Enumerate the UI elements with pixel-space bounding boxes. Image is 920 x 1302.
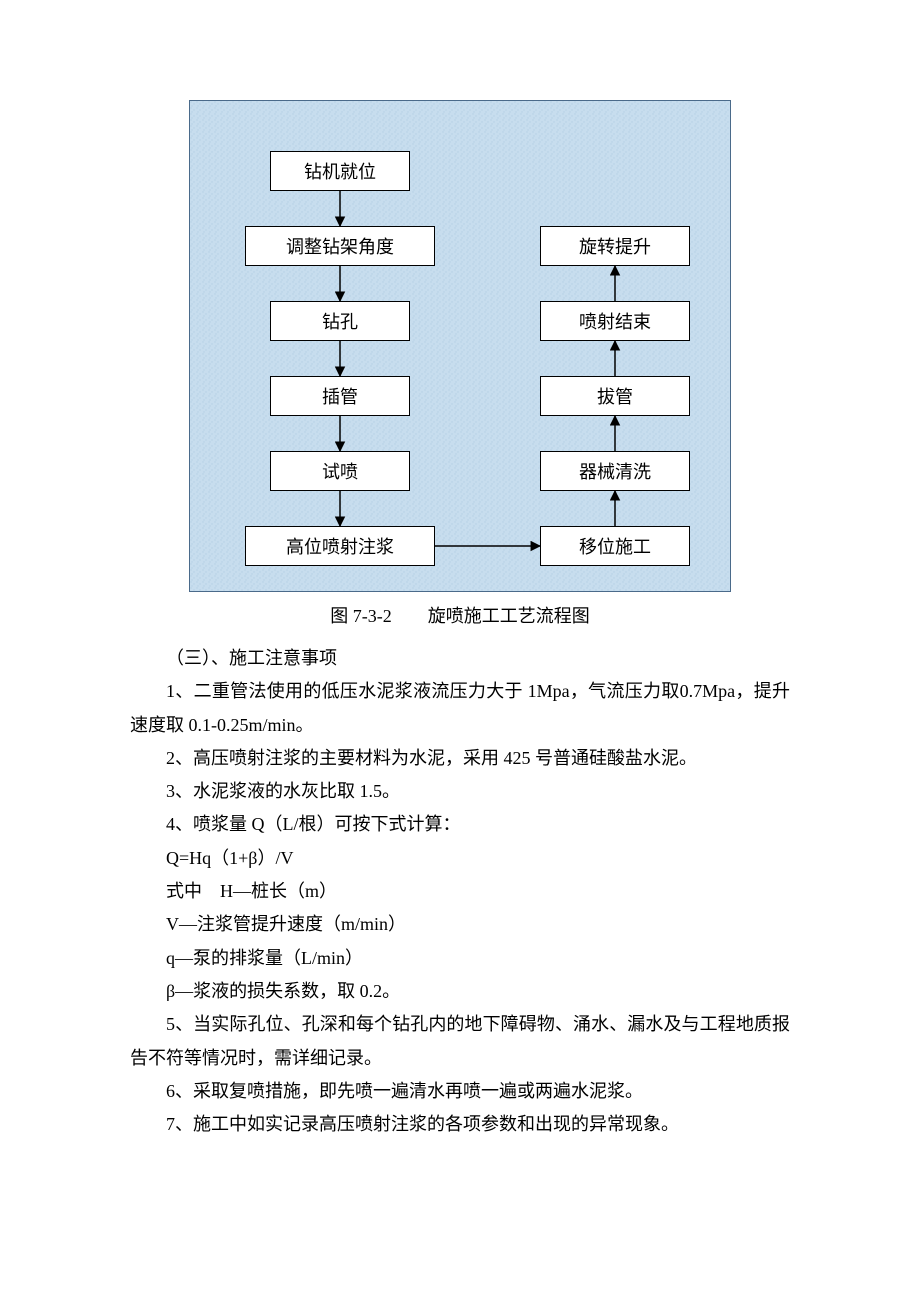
- paragraph: 3、水泥浆液的水灰比取 1.5。: [130, 775, 790, 808]
- flow-node: 旋转提升: [540, 226, 690, 266]
- flow-node: 喷射结束: [540, 301, 690, 341]
- document-page: 钻机就位调整钻架角度钻孔插管试喷高位喷射注浆 旋转提升喷射结束拔管器械清洗移位施工…: [0, 0, 920, 1241]
- flow-node: 试喷: [270, 451, 410, 491]
- figure-caption: 图 7-3-2 旋喷施工工艺流程图: [130, 602, 790, 628]
- section-heading: （三）、施工注意事项: [130, 642, 790, 675]
- paragraph: 1、二重管法使用的低压水泥浆液流压力大于 1Mpa，气流压力取0.7Mpa，提升…: [130, 675, 790, 742]
- flow-node: 钻孔: [270, 301, 410, 341]
- flow-node: 插管: [270, 376, 410, 416]
- paragraph: 7、施工中如实记录高压喷射注浆的各项参数和出现的异常现象。: [130, 1108, 790, 1141]
- flow-node: 器械清洗: [540, 451, 690, 491]
- paragraph: 4、喷浆量 Q（L/根）可按下式计算：: [130, 808, 790, 841]
- flow-node: 钻机就位: [270, 151, 410, 191]
- flow-node: 调整钻架角度: [245, 226, 435, 266]
- formula-legend: β—浆液的损失系数，取 0.2。: [130, 975, 790, 1008]
- flowchart: 钻机就位调整钻架角度钻孔插管试喷高位喷射注浆 旋转提升喷射结束拔管器械清洗移位施工: [189, 100, 731, 592]
- flow-node: 移位施工: [540, 526, 690, 566]
- formula-legend: 式中 H—桩长（m）: [130, 875, 790, 908]
- formula: Q=Hq（1+β）/V: [130, 842, 790, 875]
- formula-legend: q—泵的排浆量（L/min）: [130, 942, 790, 975]
- paragraph: 2、高压喷射注浆的主要材料为水泥，采用 425 号普通硅酸盐水泥。: [130, 742, 790, 775]
- flow-node: 拔管: [540, 376, 690, 416]
- paragraph: 5、当实际孔位、孔深和每个钻孔内的地下障碍物、涌水、漏水及与工程地质报告不符等情…: [130, 1008, 790, 1075]
- flow-node: 高位喷射注浆: [245, 526, 435, 566]
- formula-legend: V—注浆管提升速度（m/min）: [130, 908, 790, 941]
- paragraph: 6、采取复喷措施，即先喷一遍清水再喷一遍或两遍水泥浆。: [130, 1075, 790, 1108]
